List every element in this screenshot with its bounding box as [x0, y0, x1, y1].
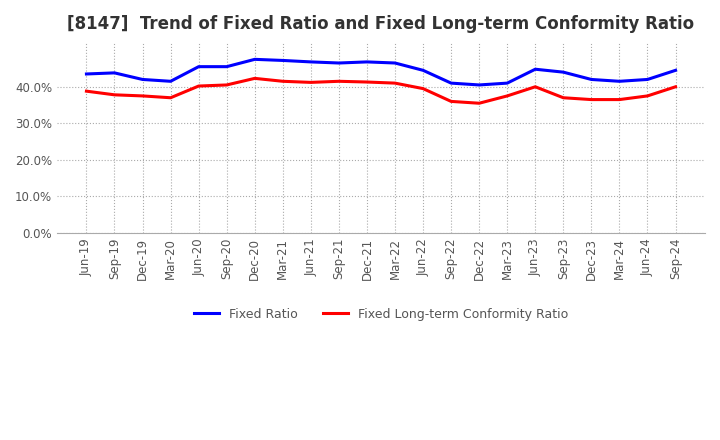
Fixed Ratio — [503, 81, 511, 86]
Fixed Ratio — [138, 77, 147, 82]
Fixed Ratio — [279, 58, 287, 63]
Fixed Long-term Conformity Ratio — [194, 84, 203, 89]
Fixed Long-term Conformity Ratio — [587, 97, 595, 102]
Fixed Ratio — [587, 77, 595, 82]
Fixed Long-term Conformity Ratio — [363, 79, 372, 84]
Fixed Long-term Conformity Ratio — [643, 93, 652, 99]
Fixed Long-term Conformity Ratio — [82, 88, 91, 94]
Fixed Ratio — [391, 60, 400, 66]
Fixed Ratio — [559, 70, 567, 75]
Fixed Ratio — [447, 81, 456, 86]
Fixed Long-term Conformity Ratio — [110, 92, 119, 98]
Fixed Ratio — [110, 70, 119, 76]
Fixed Long-term Conformity Ratio — [279, 79, 287, 84]
Fixed Ratio — [166, 79, 175, 84]
Fixed Ratio — [615, 79, 624, 84]
Fixed Ratio — [335, 60, 343, 66]
Line: Fixed Long-term Conformity Ratio: Fixed Long-term Conformity Ratio — [86, 78, 675, 103]
Fixed Ratio — [307, 59, 315, 65]
Title: [8147]  Trend of Fixed Ratio and Fixed Long-term Conformity Ratio: [8147] Trend of Fixed Ratio and Fixed Lo… — [68, 15, 695, 33]
Fixed Long-term Conformity Ratio — [615, 97, 624, 102]
Fixed Ratio — [419, 68, 428, 73]
Fixed Long-term Conformity Ratio — [447, 99, 456, 104]
Fixed Long-term Conformity Ratio — [503, 93, 511, 99]
Fixed Ratio — [643, 77, 652, 82]
Fixed Long-term Conformity Ratio — [531, 84, 539, 89]
Fixed Long-term Conformity Ratio — [307, 80, 315, 85]
Fixed Long-term Conformity Ratio — [138, 93, 147, 99]
Fixed Ratio — [475, 82, 484, 88]
Fixed Long-term Conformity Ratio — [559, 95, 567, 100]
Fixed Ratio — [671, 68, 680, 73]
Fixed Ratio — [531, 66, 539, 72]
Legend: Fixed Ratio, Fixed Long-term Conformity Ratio: Fixed Ratio, Fixed Long-term Conformity … — [189, 303, 573, 326]
Fixed Long-term Conformity Ratio — [166, 95, 175, 100]
Fixed Long-term Conformity Ratio — [391, 81, 400, 86]
Line: Fixed Ratio: Fixed Ratio — [86, 59, 675, 85]
Fixed Long-term Conformity Ratio — [419, 86, 428, 91]
Fixed Long-term Conformity Ratio — [671, 84, 680, 89]
Fixed Long-term Conformity Ratio — [251, 76, 259, 81]
Fixed Ratio — [222, 64, 231, 70]
Fixed Ratio — [251, 57, 259, 62]
Fixed Ratio — [82, 71, 91, 77]
Fixed Ratio — [363, 59, 372, 65]
Fixed Long-term Conformity Ratio — [475, 101, 484, 106]
Fixed Long-term Conformity Ratio — [335, 79, 343, 84]
Fixed Ratio — [194, 64, 203, 70]
Fixed Long-term Conformity Ratio — [222, 82, 231, 88]
